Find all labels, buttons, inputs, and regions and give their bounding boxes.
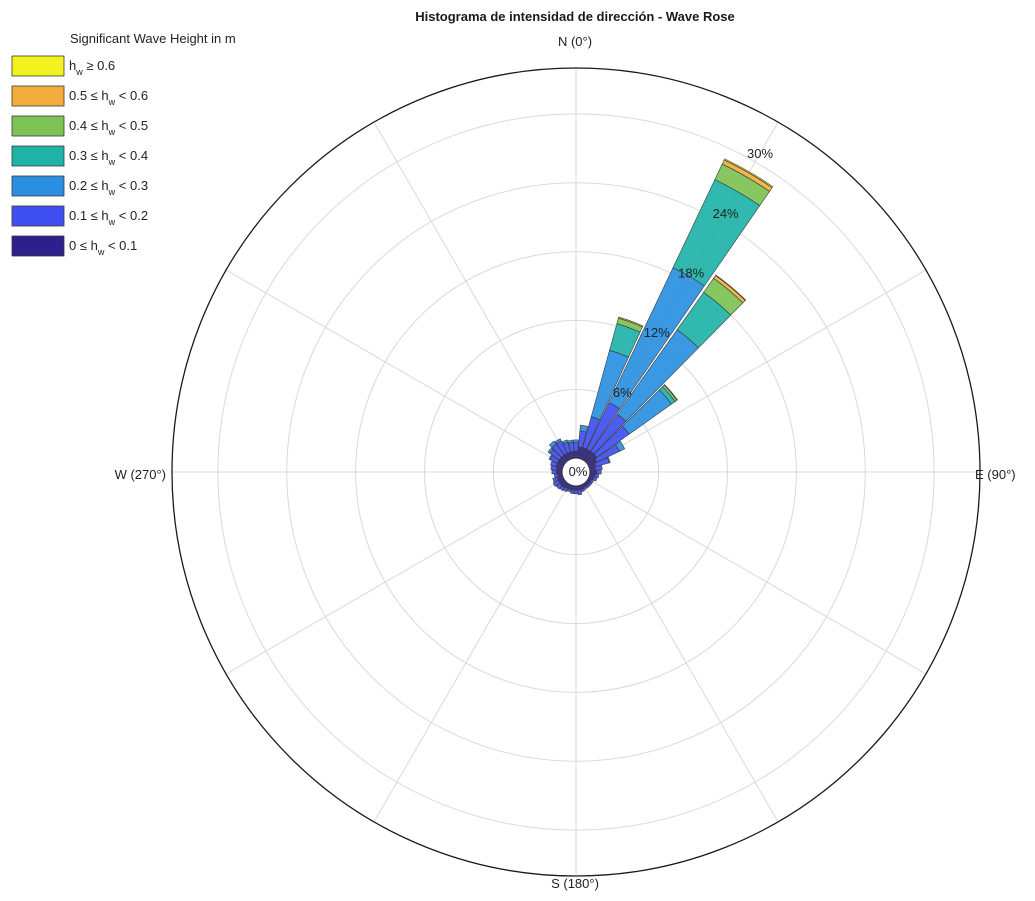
rose-bar-segment (553, 473, 559, 478)
legend-entry: 0.2 ≤ hw < 0.3 (69, 178, 148, 197)
rose-bar-segment (547, 447, 554, 454)
legend-entry: 0.1 ≤ hw < 0.2 (69, 208, 148, 227)
rose-bar-segment (561, 439, 569, 445)
rose-bar-segment (555, 482, 563, 490)
legend-title: Significant Wave Height in m (70, 31, 236, 46)
legend-swatch (11, 145, 65, 167)
grid-spoke (587, 478, 927, 675)
rose-bar-segment (574, 485, 578, 491)
outer-ring (171, 67, 981, 877)
grid-ring (492, 388, 660, 556)
cardinal-n: N (0°) (558, 34, 592, 49)
ring-label: 30% (747, 146, 773, 161)
legend-entry: 0 ≤ hw < 0.1 (69, 238, 137, 257)
rose-bar-segment (552, 479, 561, 487)
legend-swatch (11, 175, 65, 197)
legend-entry: 0.5 ≤ hw < 0.6 (69, 88, 148, 107)
rose-bar-segment (615, 440, 626, 452)
rose-bar-segment (573, 489, 579, 495)
rose-bar-segment (573, 441, 579, 452)
cardinal-w: W (270°) (115, 467, 166, 482)
ring-label: 12% (644, 325, 670, 340)
rose-bar-segment (550, 460, 558, 467)
rose-bar-segment (617, 316, 644, 328)
grid-spoke (587, 269, 927, 466)
grid-ring (355, 251, 797, 693)
rose-bar-segment (552, 476, 559, 483)
rose-bar-segment (573, 439, 579, 443)
grid-ring (424, 320, 728, 624)
rose-bar-segment (596, 469, 602, 475)
rose-bar-segment (550, 465, 558, 471)
ring-label: 6% (613, 385, 632, 400)
ring-label: 18% (678, 265, 704, 280)
legend-swatch (11, 85, 65, 107)
rose-bar-segment (594, 464, 603, 471)
rose-bar-segment (592, 476, 598, 482)
legend-entry: 0.4 ≤ hw < 0.5 (69, 118, 148, 137)
rose-bar-segment (663, 384, 678, 401)
rose-bar-segment (570, 489, 575, 495)
ring-label: 0% (569, 464, 588, 479)
grid-ring (286, 182, 866, 762)
legend-swatch (11, 235, 65, 257)
grid-spoke (373, 121, 570, 461)
grid-spoke (373, 483, 570, 823)
rose-bar-segment (559, 485, 566, 492)
chart-title: Histograma de intensidad de dirección - … (415, 9, 735, 24)
legend-swatch (11, 115, 65, 137)
ring-labels: 0% 6% 12% 18% 24% 30% (569, 146, 774, 479)
grid-ring (217, 113, 935, 831)
grid-spoke (225, 269, 565, 466)
grid-spoke (582, 483, 779, 823)
ring-label: 24% (713, 206, 739, 221)
cardinal-e: E (90°) (975, 467, 1016, 482)
rose-bar-segment (577, 489, 583, 496)
rose-bar-segment (579, 424, 589, 433)
legend-entry: 0.3 ≤ hw < 0.4 (69, 148, 148, 167)
rose-bar-segment (563, 486, 569, 493)
grid-spoke (225, 478, 565, 675)
rose-bar-segment (554, 438, 562, 445)
rose-bar-segment (715, 274, 747, 301)
rose-bar-segment (606, 456, 611, 464)
legend: Significant Wave Height in m hw ≥ 0.6 0.5… (11, 31, 236, 257)
legend-swatch (11, 55, 65, 77)
rose-bar-segment (567, 439, 574, 444)
rose-bar-segment (594, 473, 600, 479)
rose-bar-segment (551, 469, 557, 475)
legend-swatch (11, 205, 65, 227)
rose-bar-segment (548, 440, 557, 448)
legend-entry: hw ≥ 0.6 (69, 58, 115, 77)
rose-bar-segment (723, 158, 774, 189)
rose-bar-segment (548, 454, 553, 461)
cardinal-s: S (180°) (551, 876, 599, 891)
rose-bars (547, 158, 774, 496)
